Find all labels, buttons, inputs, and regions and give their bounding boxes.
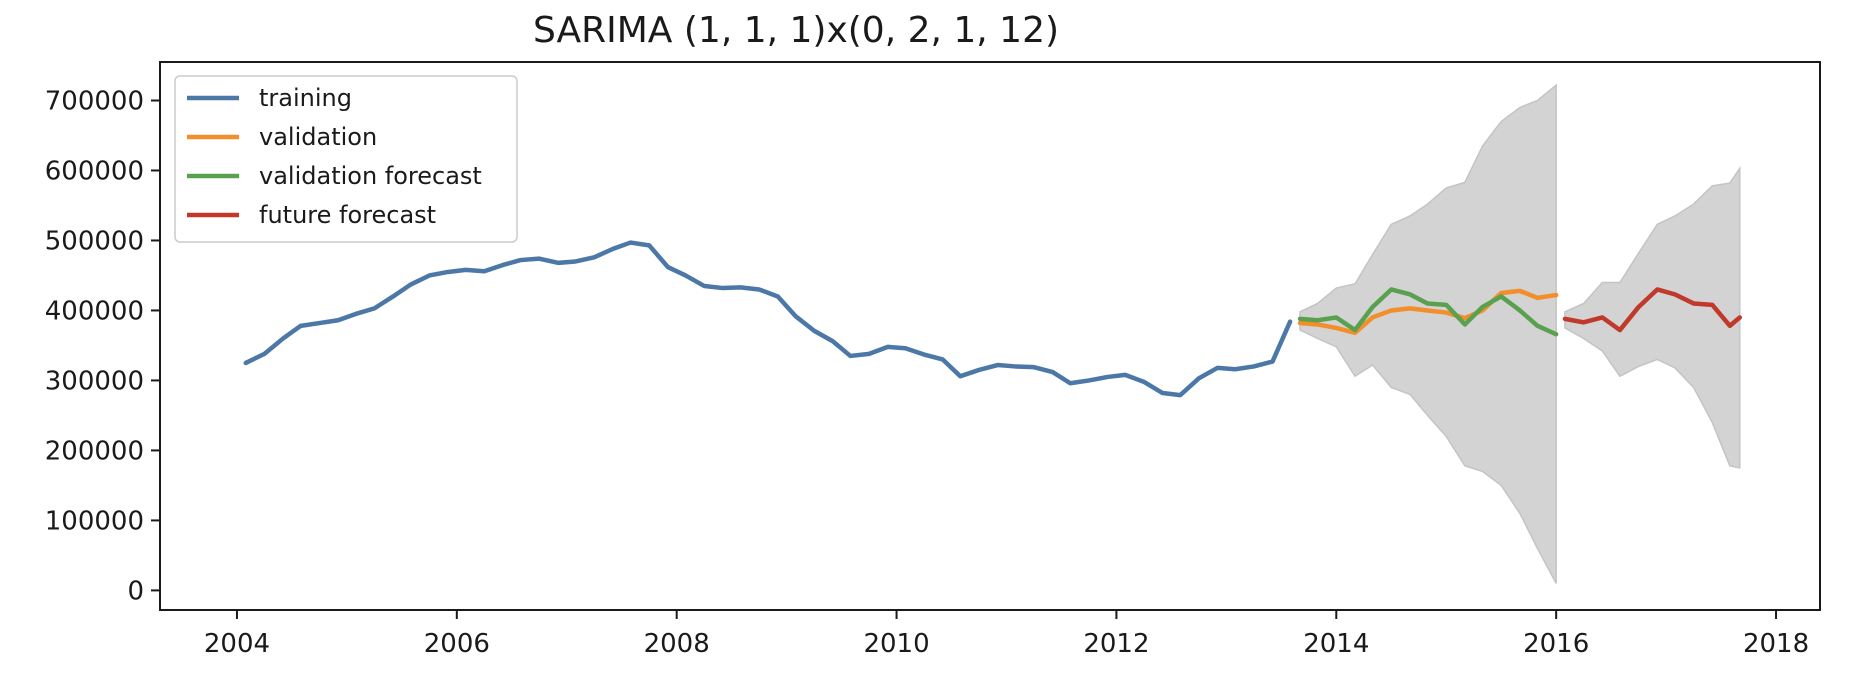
legend: training validation validation forecast fut… (174, 75, 518, 243)
y-tick-label: 600000 (45, 156, 144, 186)
confidence-bands (1299, 83, 1741, 584)
y-tick-label: 700000 (45, 86, 144, 116)
series-lines (243, 240, 1742, 398)
legend-label: training (259, 84, 352, 112)
y-tick-label: 200000 (45, 436, 144, 466)
x-tick-label: 2008 (644, 629, 710, 659)
confidence-band-1 (1299, 83, 1557, 584)
x-tick-label: 2010 (863, 629, 929, 659)
y-tick-label: 300000 (45, 366, 144, 396)
legend-label: validation forecast (259, 162, 482, 190)
x-axis: 2004 2006 2008 2010 2012 2014 2016 2018 (204, 610, 1809, 659)
confidence-band-2 (1564, 165, 1741, 469)
y-tick-label: 500000 (45, 226, 144, 256)
y-axis: 0 100000 200000 300000 400000 500000 600000 700… (45, 86, 160, 606)
chart-title: SARIMA (1, 1, 1)x(0, 2, 1, 12) (533, 10, 1059, 51)
x-tick-label: 2006 (424, 629, 490, 659)
x-tick-label: 2018 (1743, 629, 1809, 659)
legend-label: validation (259, 123, 377, 151)
y-tick-label: 100000 (45, 506, 144, 536)
plot-frame (159, 61, 1821, 611)
series-line-validation (1297, 288, 1559, 336)
x-tick-label: 2014 (1303, 629, 1369, 659)
y-tick-label: 0 (127, 576, 144, 606)
y-tick-label: 400000 (45, 296, 144, 326)
x-tick-label: 2016 (1523, 629, 1589, 659)
series-line-future-forecast (1562, 287, 1742, 333)
series-line-training (243, 240, 1293, 398)
legend-label: future forecast (259, 201, 436, 229)
x-tick-label: 2012 (1083, 629, 1149, 659)
legend-box (174, 75, 518, 243)
series-line-validation-forecast (1297, 287, 1559, 337)
x-tick-label: 2004 (204, 629, 270, 659)
